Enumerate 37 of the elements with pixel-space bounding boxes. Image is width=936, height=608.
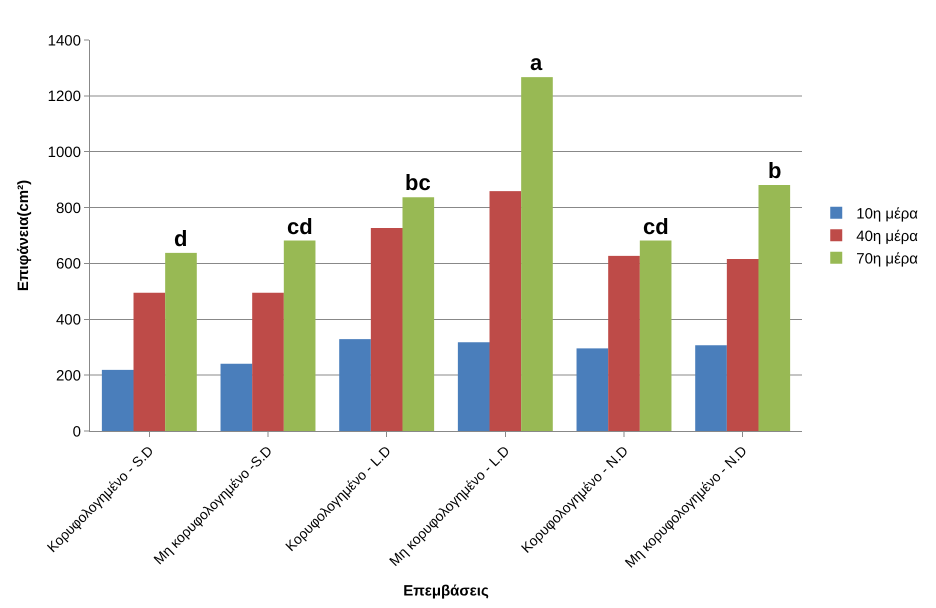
bar	[726, 258, 758, 431]
y-tick-label: 400	[56, 312, 81, 329]
bar	[640, 240, 672, 431]
bar	[608, 256, 640, 431]
bar	[521, 77, 553, 431]
annotation: bc	[405, 170, 431, 195]
bar	[220, 364, 252, 431]
bar	[458, 342, 490, 431]
y-tick-label: 1400	[48, 32, 81, 50]
annotation: cd	[287, 214, 313, 239]
legend-label: 10η μέρα	[856, 206, 918, 223]
x-axis-title: Επεμβάσεις	[403, 582, 489, 600]
bar	[695, 345, 727, 431]
y-tick-label: 600	[56, 256, 81, 273]
bar	[576, 348, 608, 431]
bar	[102, 370, 134, 431]
bar	[758, 184, 790, 431]
y-tick-label: 0	[72, 423, 81, 440]
bar	[165, 252, 197, 431]
annotation: a	[530, 50, 543, 75]
annotation: b	[768, 158, 782, 183]
bar	[490, 191, 522, 431]
y-tick-label: 200	[56, 367, 81, 384]
bar	[284, 240, 316, 431]
bar	[252, 292, 284, 431]
legend-label: 40η μέρα	[856, 228, 918, 246]
y-tick-label: 800	[56, 200, 81, 217]
bar	[402, 197, 434, 431]
y-tick-label: 1200	[48, 88, 81, 106]
bar	[370, 228, 402, 431]
legend-label: 70η μέρα	[856, 250, 918, 268]
y-tick-label: 1000	[48, 144, 81, 161]
bar	[134, 292, 166, 431]
annotation: d	[174, 226, 188, 251]
y-axis-title: Επιφάνεια(cm²)	[14, 180, 32, 292]
bar	[339, 339, 371, 431]
annotation: cd	[643, 214, 669, 239]
